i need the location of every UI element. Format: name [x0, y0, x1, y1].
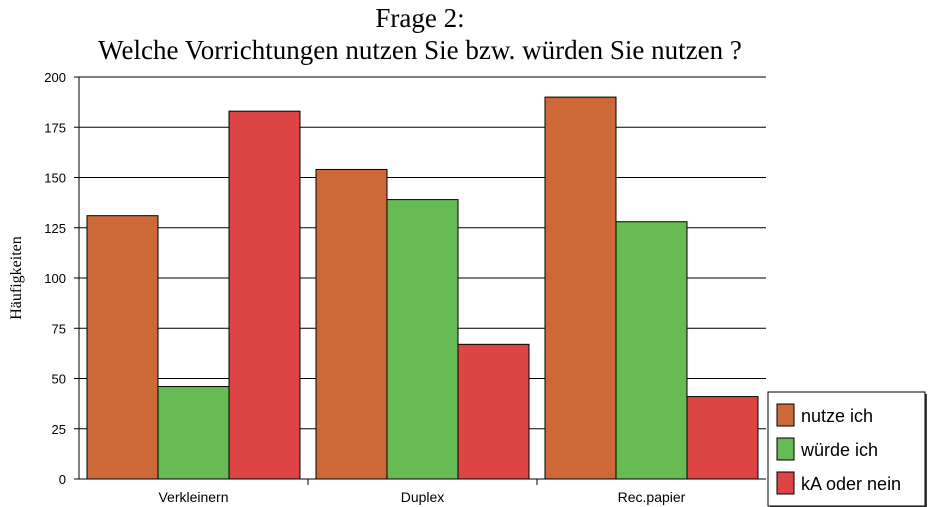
chart-title-line1: Frage 2:	[375, 3, 464, 33]
y-axis-label: Häufigkeiten	[8, 236, 25, 320]
axes	[74, 76, 766, 485]
y-tick-label: 25	[52, 422, 66, 437]
y-tick-label: 100	[44, 271, 66, 286]
bar	[86, 215, 159, 480]
legend-label: nutze ich	[801, 406, 873, 426]
bar	[228, 110, 301, 480]
y-tick-label: 75	[52, 321, 66, 336]
bar	[386, 199, 459, 480]
y-tick-label: 50	[52, 372, 66, 387]
category-label: Duplex	[401, 489, 445, 505]
bar	[544, 96, 617, 480]
y-tick-label: 125	[44, 221, 66, 236]
y-tick-label: 0	[59, 472, 66, 487]
bar	[157, 386, 230, 480]
category-labels: Verkleinern Duplex Rec.papier	[158, 489, 685, 505]
bars	[86, 96, 759, 480]
y-tick-labels: 0 25 50 75 100 125 150 175 200	[44, 70, 66, 487]
legend-label: kA oder nein	[801, 474, 901, 494]
bar	[457, 343, 530, 480]
legend-label: würde ich	[800, 440, 878, 460]
chart-title-line2: Welche Vorrichtungen nutzen Sie bzw. wür…	[98, 35, 742, 65]
category-label: Rec.papier	[618, 489, 686, 505]
y-tick-label: 200	[44, 70, 66, 85]
category-label: Verkleinern	[158, 489, 228, 505]
bar	[686, 396, 759, 480]
bar	[315, 168, 388, 480]
legend: nutze ich würde ich kA oder nein	[767, 391, 927, 507]
legend-swatch	[776, 471, 795, 495]
legend-swatch	[776, 403, 795, 427]
bar	[615, 221, 688, 480]
legend-swatch	[776, 437, 795, 461]
y-tick-label: 150	[44, 171, 66, 186]
y-tick-label: 175	[44, 120, 66, 135]
